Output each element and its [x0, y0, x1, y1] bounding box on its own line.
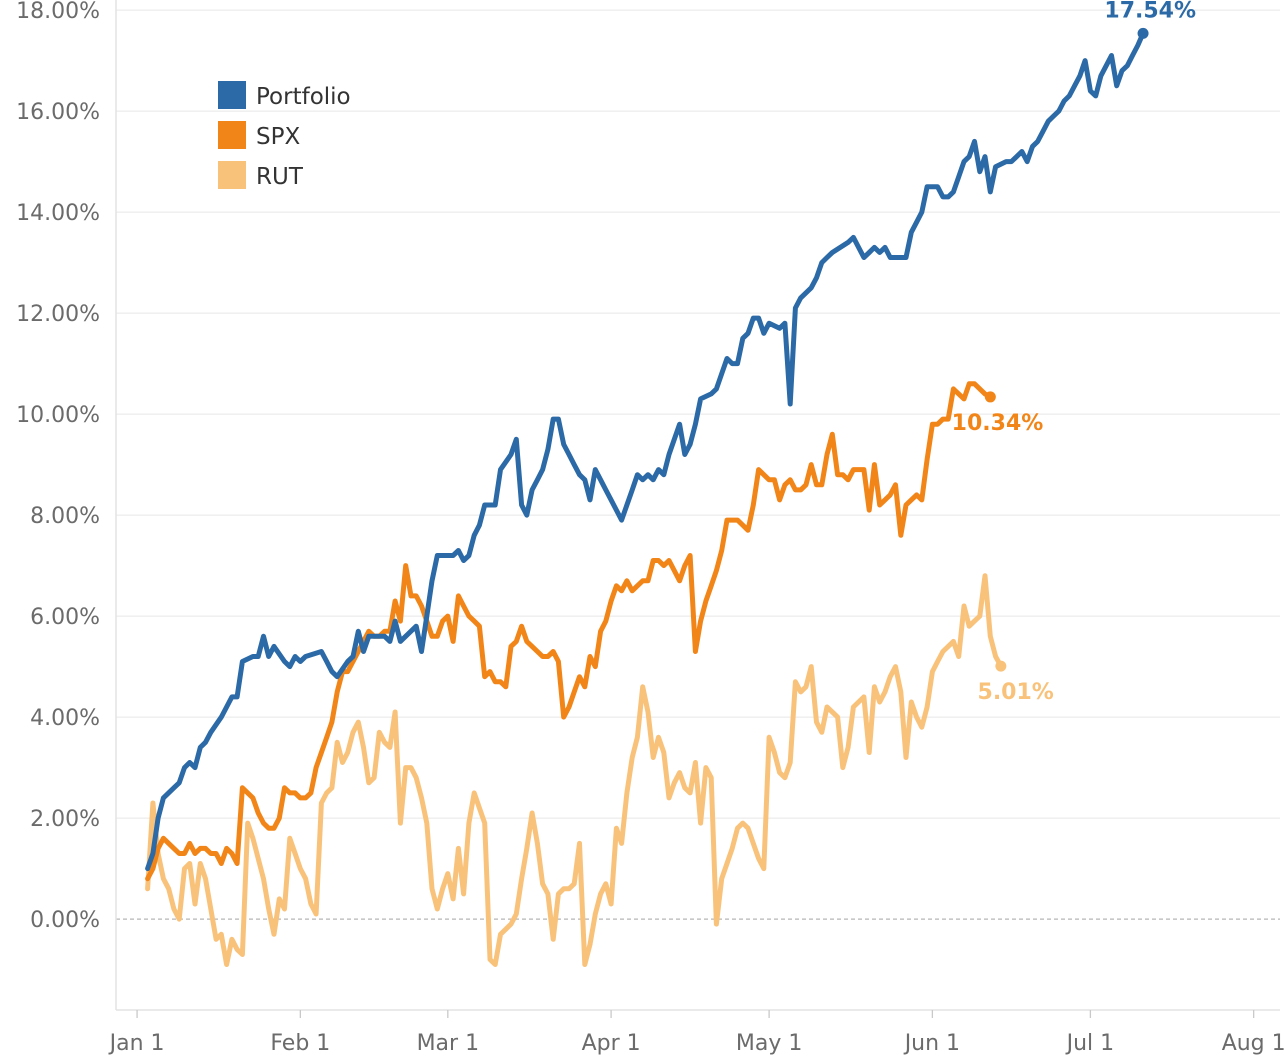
legend-label-portfolio: Portfolio — [256, 84, 351, 110]
x-axis-ticks: Jan 1 Feb 1 Mar 1 Apr 1 May 1 Jun 1 Jul 1 Aug 1 — [108, 1010, 1284, 1056]
x-tick-label: Aug 1 — [1222, 1031, 1284, 1056]
x-tick-label: Jul 1 — [1065, 1031, 1115, 1056]
y-tick-label: 6.00% — [30, 605, 100, 630]
x-tick-label: Jun 1 — [903, 1031, 960, 1056]
x-tick-label: Feb 1 — [270, 1031, 330, 1056]
y-tick-label: 10.00% — [16, 403, 100, 428]
x-tick-label: May 1 — [736, 1031, 802, 1056]
x-tick-label: Jan 1 — [108, 1031, 165, 1056]
y-tick-label: 0.00% — [30, 908, 100, 933]
series-lines: 5.01% 10.34% 17.54% — [145, 0, 1196, 967]
axes — [115, 0, 1280, 1011]
y-tick-label: 18.00% — [16, 0, 100, 24]
legend: Portfolio SPX RUT — [218, 81, 351, 190]
y-tick-label: 14.00% — [16, 201, 100, 226]
legend-label-rut: RUT — [256, 164, 304, 190]
x-tick-label: Mar 1 — [417, 1031, 480, 1056]
legend-swatch-spx — [218, 121, 246, 149]
legend-swatch-rut — [218, 161, 246, 189]
series-line-portfolio — [145, 30, 1146, 872]
end-point-rut — [995, 660, 1007, 672]
end-label-rut: 5.01% — [978, 680, 1054, 705]
end-label-portfolio: 17.54% — [1104, 0, 1196, 23]
end-point-spx — [984, 391, 996, 403]
y-tick-label: 4.00% — [30, 706, 100, 731]
y-axis-ticks: 0.00% 2.00% 4.00% 6.00% 8.00% 10.00% 12.00% 14.… — [16, 0, 100, 933]
y-tick-label: 2.00% — [30, 807, 100, 832]
series-line-spx — [145, 381, 993, 882]
legend-label-spx: SPX — [256, 124, 300, 150]
legend-swatch-portfolio — [218, 81, 246, 109]
y-tick-label: 16.00% — [16, 100, 100, 125]
end-label-spx: 10.34% — [952, 411, 1044, 436]
end-point-portfolio — [1137, 27, 1149, 39]
series-line-rut — [145, 573, 1004, 967]
y-tick-label: 12.00% — [16, 302, 100, 327]
x-tick-label: Apr 1 — [582, 1031, 641, 1056]
y-tick-label: 8.00% — [30, 504, 100, 529]
